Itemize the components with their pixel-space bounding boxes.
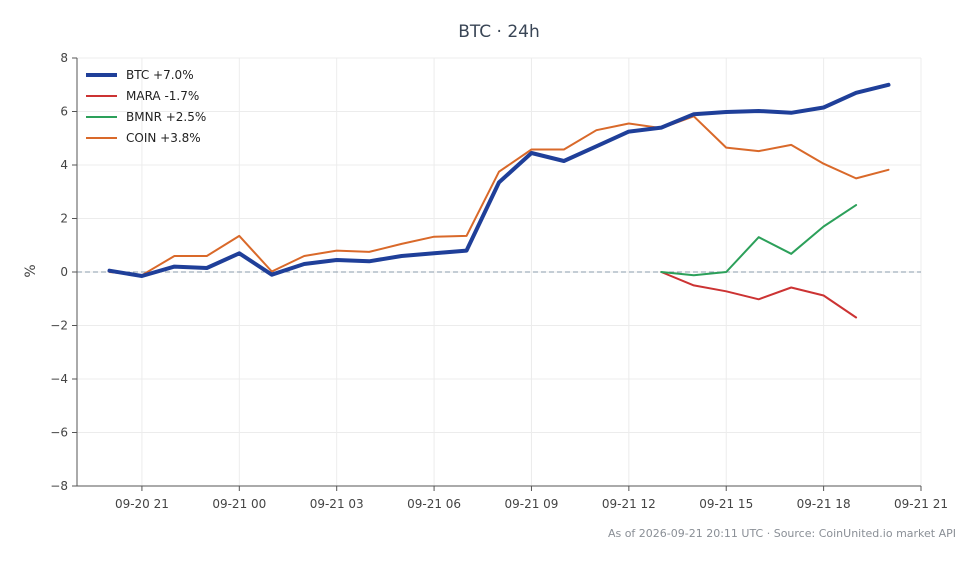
- series-btc: [107, 82, 891, 278]
- legend-label-btc: BTC +7.0%: [126, 68, 194, 82]
- series-line-btc: [107, 82, 891, 278]
- legend-label-bmnr: BMNR +2.5%: [126, 110, 206, 124]
- y-tick-label-0: −8: [50, 479, 68, 493]
- series-coin: [108, 115, 890, 277]
- y-tick-label-2: −4: [50, 372, 68, 386]
- y-tick-label-1: −6: [50, 426, 68, 440]
- y-tick-label-3: −2: [50, 319, 68, 333]
- legend-label-coin: COIN +3.8%: [126, 131, 201, 145]
- x-tick-label-8: 09-21 21: [894, 497, 948, 511]
- series-line-mara: [660, 271, 858, 319]
- x-tick-label-1: 09-21 00: [212, 497, 266, 511]
- x-tick-label-7: 09-21 18: [797, 497, 851, 511]
- legend-label-mara: MARA -1.7%: [126, 89, 199, 103]
- series-bmnr: [660, 204, 858, 277]
- legend: BTC +7.0% MARA -1.7% BMNR +2.5% COIN +3.8%: [86, 68, 206, 145]
- y-tick-label-7: 6: [60, 105, 68, 119]
- x-tick-label-4: 09-21 09: [504, 497, 558, 511]
- footnote: As of 2026-09-21 20:11 UTC · Source: Coi…: [608, 527, 956, 540]
- chart-title: BTC · 24h: [458, 22, 540, 42]
- x-tick-label-0: 09-20 21: [115, 497, 169, 511]
- y-axis-label: %: [23, 264, 39, 277]
- y-tick-label-4: 0: [60, 265, 68, 279]
- x-tick-label-5: 09-21 12: [602, 497, 656, 511]
- x-tick-label-6: 09-21 15: [699, 497, 753, 511]
- y-tick-label-6: 4: [60, 158, 68, 172]
- series-mara: [660, 271, 858, 319]
- series-layer: [107, 82, 891, 319]
- y-tick-label-5: 2: [60, 212, 68, 226]
- axes: −8 −6 −4 −2 0 2 4 6 8 09-20 21 09-21 00 09-21 03 09-…: [50, 51, 948, 511]
- series-line-bmnr: [660, 204, 858, 277]
- series-line-coin: [108, 115, 890, 277]
- x-tick-label-3: 09-21 06: [407, 497, 461, 511]
- y-tick-label-8: 8: [60, 51, 68, 65]
- x-tick-label-2: 09-21 03: [310, 497, 364, 511]
